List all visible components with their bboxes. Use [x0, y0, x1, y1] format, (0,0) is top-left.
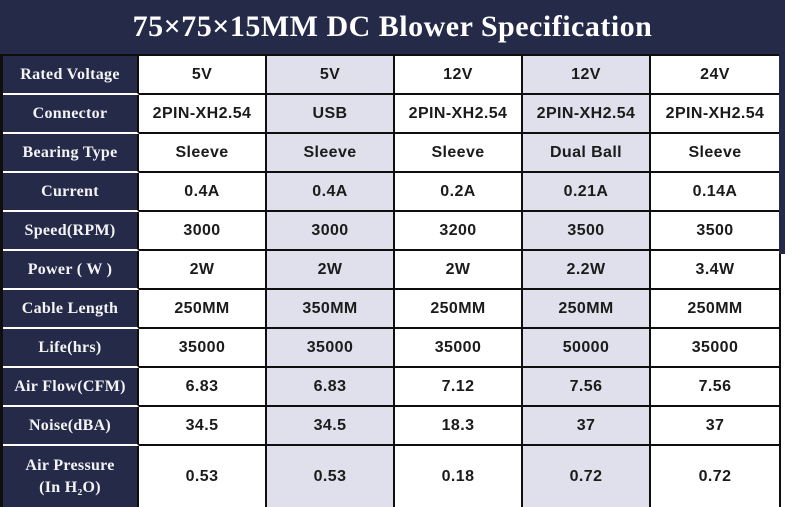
table-row: Speed(RPM) 3000 3000 3200 3500 3500: [3, 212, 779, 251]
spec-cell: 5V: [267, 56, 395, 95]
row-label: Rated Voltage: [3, 56, 139, 95]
spec-cell: Sleeve: [395, 134, 523, 173]
spec-cell: USB: [267, 95, 395, 134]
spec-cell: 35000: [139, 329, 267, 368]
table-row: Cable Length 250MM 350MM 250MM 250MM 250MM: [3, 290, 779, 329]
spec-cell: 3500: [523, 212, 651, 251]
spec-cell: 3500: [651, 212, 779, 251]
spec-cell: 37: [523, 407, 651, 446]
spec-cell: 0.2A: [395, 173, 523, 212]
spec-cell: 250MM: [523, 290, 651, 329]
row-label: Power ( W ): [3, 251, 139, 290]
spec-cell: 0.4A: [267, 173, 395, 212]
spec-cell: 0.4A: [139, 173, 267, 212]
right-edge-decoration: [779, 54, 785, 254]
spec-cell: Sleeve: [651, 134, 779, 173]
spec-cell: Dual Ball: [523, 134, 651, 173]
row-label: Current: [3, 173, 139, 212]
spec-cell: 6.83: [267, 368, 395, 407]
spec-cell: Sleeve: [267, 134, 395, 173]
spec-cell: 6.83: [139, 368, 267, 407]
row-label: Air Pressure (In H₂O): [3, 446, 139, 507]
spec-cell: 2W: [139, 251, 267, 290]
spec-table-body: Rated Voltage 5V 5V 12V 12V 24V Connector 2PIN-…: [3, 56, 779, 507]
row-label: Noise(dBA): [3, 407, 139, 446]
table-row: Rated Voltage 5V 5V 12V 12V 24V: [3, 56, 779, 95]
table-row: Air Flow(CFM) 6.83 6.83 7.12 7.56 7.56: [3, 368, 779, 407]
spec-cell: 50000: [523, 329, 651, 368]
spec-cell: 250MM: [139, 290, 267, 329]
table-row: Noise(dBA) 34.5 34.5 18.3 37 37: [3, 407, 779, 446]
table-row: Power ( W ) 2W 2W 2W 2.2W 3.4W: [3, 251, 779, 290]
spec-cell: 37: [651, 407, 779, 446]
spec-cell: 3000: [139, 212, 267, 251]
spec-cell: 12V: [395, 56, 523, 95]
spec-cell: 7.56: [523, 368, 651, 407]
row-label: Life(hrs): [3, 329, 139, 368]
row-label: Speed(RPM): [3, 212, 139, 251]
spec-cell: 35000: [651, 329, 779, 368]
spec-cell: 35000: [395, 329, 523, 368]
table-row: Connector 2PIN-XH2.54 USB 2PIN-XH2.54 2PIN-X…: [3, 95, 779, 134]
spec-cell: 2PIN-XH2.54: [523, 95, 651, 134]
spec-cell: 2PIN-XH2.54: [139, 95, 267, 134]
row-label: Connector: [3, 95, 139, 134]
spec-cell: 2PIN-XH2.54: [651, 95, 779, 134]
spec-cell: 0.72: [523, 446, 651, 507]
spec-cell: 0.72: [651, 446, 779, 507]
spec-cell: 0.53: [139, 446, 267, 507]
spec-table: Rated Voltage 5V 5V 12V 12V 24V Connector 2PIN-…: [0, 54, 781, 507]
title-bar: 75×75×15MM DC Blower Specification: [0, 0, 785, 54]
spec-cell: 2W: [267, 251, 395, 290]
spec-cell: 24V: [651, 56, 779, 95]
spec-cell: 0.14A: [651, 173, 779, 212]
spec-cell: 250MM: [395, 290, 523, 329]
spec-cell: 34.5: [139, 407, 267, 446]
spec-cell: 2PIN-XH2.54: [395, 95, 523, 134]
row-label: Air Flow(CFM): [3, 368, 139, 407]
spec-cell: 7.12: [395, 368, 523, 407]
spec-cell: 12V: [523, 56, 651, 95]
table-row: Current 0.4A 0.4A 0.2A 0.21A 0.14A: [3, 173, 779, 212]
spec-cell: 0.53: [267, 446, 395, 507]
spec-cell: 18.3: [395, 407, 523, 446]
spec-cell: Sleeve: [139, 134, 267, 173]
spec-cell: 2W: [395, 251, 523, 290]
spec-cell: 3200: [395, 212, 523, 251]
spec-cell: 34.5: [267, 407, 395, 446]
spec-cell: 3.4W: [651, 251, 779, 290]
table-row: Life(hrs) 35000 35000 35000 50000 35000: [3, 329, 779, 368]
row-label: Cable Length: [3, 290, 139, 329]
table-row: Air Pressure (In H₂O) 0.53 0.53 0.18 0.72 0.7…: [3, 446, 779, 507]
spec-cell: 35000: [267, 329, 395, 368]
spec-cell: 350MM: [267, 290, 395, 329]
spec-cell: 250MM: [651, 290, 779, 329]
row-label: Bearing Type: [3, 134, 139, 173]
page-title: 75×75×15MM DC Blower Specification: [132, 10, 653, 43]
spec-cell: 7.56: [651, 368, 779, 407]
spec-cell: 2.2W: [523, 251, 651, 290]
table-row: Bearing Type Sleeve Sleeve Sleeve Dual Ball S…: [3, 134, 779, 173]
spec-cell: 5V: [139, 56, 267, 95]
spec-cell: 3000: [267, 212, 395, 251]
spec-cell: 0.18: [395, 446, 523, 507]
spec-cell: 0.21A: [523, 173, 651, 212]
